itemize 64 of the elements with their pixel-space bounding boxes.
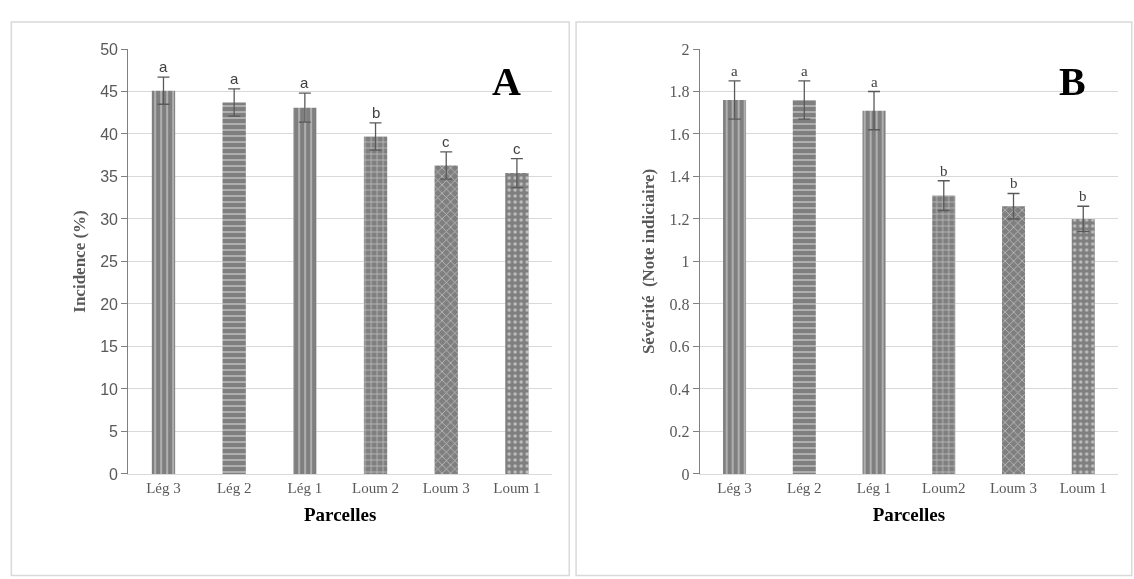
y-tick-label: 15 (100, 338, 119, 356)
y-tick-label: 40 (100, 125, 119, 143)
y-tick-label: 30 (100, 210, 119, 228)
y-tick-label: 0 (109, 465, 119, 483)
bar (723, 100, 747, 474)
x-axis-title: Parcelles (303, 503, 377, 525)
y-tick-label: 1.8 (669, 83, 690, 101)
y-axis-title: Sévérité (Note indiciaire) (639, 168, 659, 355)
bar (792, 100, 816, 474)
y-tick-label: 1 (681, 253, 690, 271)
y-tick-label: 2 (681, 40, 690, 58)
annotation: a (230, 70, 239, 87)
x-tick-label: Lég 3 (717, 479, 752, 496)
bar (151, 90, 176, 474)
x-tick-label: Lég 1 (856, 479, 892, 496)
y-tick-label: 0.2 (669, 423, 690, 441)
bar (434, 165, 458, 474)
y-tick-label: 0 (681, 465, 690, 483)
x-tick-label: Loum 2 (352, 479, 400, 496)
annotation: a (300, 74, 309, 91)
y-axis-title: Incidence (%) (69, 210, 89, 313)
bar (293, 107, 317, 474)
y-tick-label: 5 (109, 423, 119, 441)
y-tick-label: 35 (100, 168, 119, 186)
chart-title: B (1059, 59, 1086, 104)
x-tick-label: Lég 2 (787, 479, 822, 496)
y-tick-label: 0.8 (669, 295, 690, 313)
annotation: a (801, 63, 808, 79)
x-tick-label: Loum2 (922, 479, 966, 496)
annotation: c (442, 133, 450, 150)
x-tick-label: Lég 1 (287, 479, 323, 496)
bar (862, 110, 886, 474)
x-axis-title: Parcelles (872, 503, 946, 525)
y-tick-label: 1.2 (669, 210, 690, 228)
y-tick-label: 10 (100, 380, 119, 398)
x-tick-label: Loum 1 (1059, 479, 1107, 496)
annotation: b (1079, 188, 1087, 204)
x-tick-label: Loum 1 (493, 479, 541, 496)
y-tick-label: 45 (100, 83, 119, 101)
annotation: a (871, 74, 878, 90)
y-tick-label: 25 (100, 253, 119, 271)
y-tick-label: 0.4 (669, 380, 690, 398)
y-tick-label: 50 (100, 40, 119, 58)
annotation: c (513, 140, 521, 157)
bar (505, 173, 529, 474)
y-tick-label: 1.6 (669, 125, 690, 143)
y-tick-label: 1.4 (669, 168, 690, 186)
bar (1002, 206, 1026, 474)
annotation: a (731, 63, 738, 79)
x-tick-label: Lég 2 (216, 479, 252, 496)
bar (222, 102, 246, 474)
annotation: a (159, 58, 168, 75)
y-tick-label: 20 (100, 295, 119, 313)
bar (1071, 218, 1095, 474)
x-tick-label: Lég 3 (146, 479, 181, 496)
annotation: b (1010, 175, 1018, 191)
annotation: b (372, 104, 381, 121)
bar (932, 195, 956, 474)
annotation: b (940, 163, 948, 179)
bar (363, 136, 388, 474)
x-tick-label: Loum 3 (989, 479, 1038, 496)
y-tick-label: 0.6 (669, 338, 690, 356)
x-tick-label: Loum 3 (422, 479, 470, 496)
chart-title: A (492, 59, 521, 104)
